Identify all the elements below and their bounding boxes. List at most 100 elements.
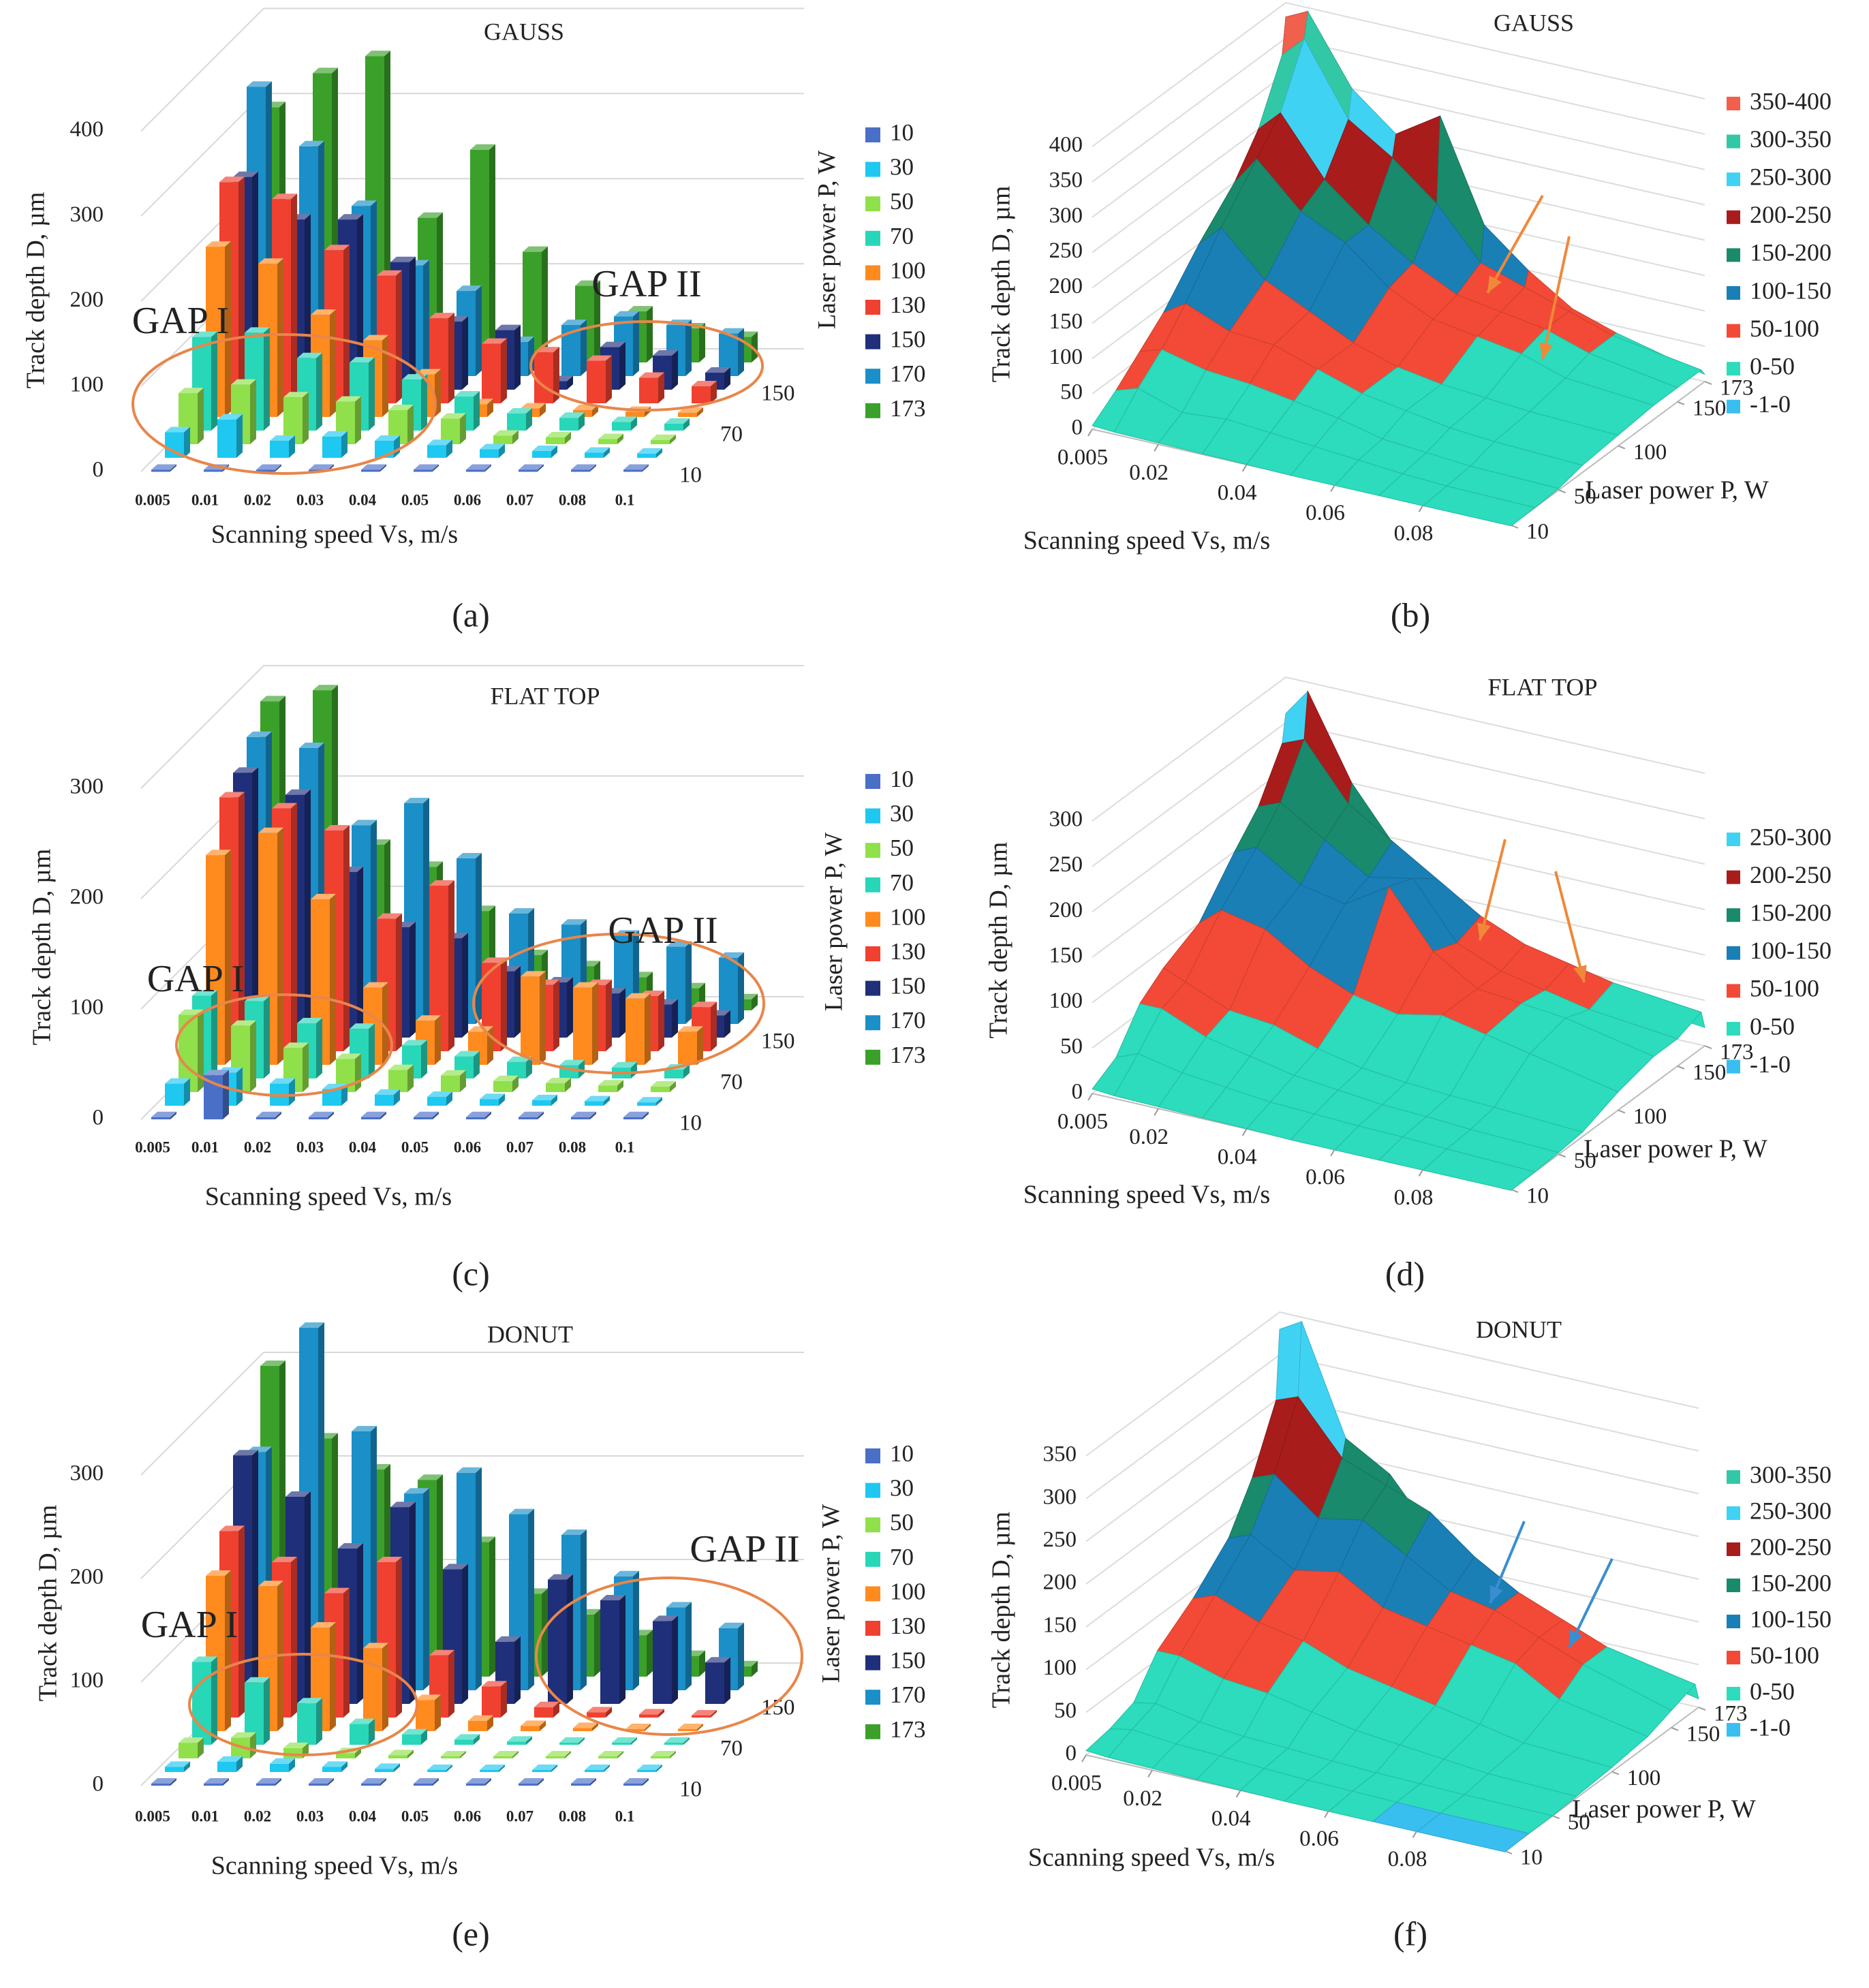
bar-side [592,1722,598,1731]
bar-top [151,1111,176,1117]
bar-side [421,374,427,431]
bar-front [585,1769,604,1772]
x-tick-label: 0.08 [559,491,586,508]
bar-front [585,452,604,458]
bar-side [633,311,639,376]
x-tick-label: 0.005 [135,1807,170,1824]
bar-side [474,1734,480,1745]
bar-side [685,320,692,376]
legend-swatch [865,300,880,315]
legend-swatch [1727,870,1740,884]
x-tick-label: 0.02 [1129,1125,1169,1149]
legend-swatch [865,980,880,996]
bar-side [514,324,521,390]
bar-top [206,850,231,856]
legend-swatch [865,1049,880,1065]
legend-label: 150-200 [1750,239,1832,266]
bar-top [454,391,480,397]
bar [625,993,651,1065]
bar-top [468,1715,493,1721]
legend-label: 150 [890,973,926,999]
bar-side [499,444,505,458]
bar [309,1111,334,1119]
bar [600,1595,625,1704]
y-tick-label: 300 [70,202,104,227]
bar-front [480,1099,499,1106]
legend-label: 150-200 [1750,899,1832,926]
bar-side [619,1595,625,1704]
bar-front [521,1726,540,1731]
bar-side [512,1075,519,1092]
legend-label: 250-300 [1750,1497,1832,1524]
bar [402,1728,427,1745]
bar-side [289,1078,295,1106]
arrow-head [1573,965,1587,982]
bar-front [705,1662,724,1704]
bar-front [414,1117,433,1119]
bar-side [567,375,573,390]
legend-swatch [1727,1470,1740,1484]
bar-side [476,853,482,1024]
x-tick-label: 0.03 [296,1138,324,1155]
bar [375,1089,400,1106]
bar-side [617,433,623,444]
y-tick-label: 200 [70,885,104,910]
bar-side [382,1643,388,1731]
bar-top [651,434,676,440]
bar-side [341,431,347,458]
bar-side [606,355,612,403]
bar-top [480,444,505,450]
bar-top [637,1765,662,1770]
y-tick-label: 173 [1720,376,1754,401]
x-tick [1147,1769,1153,1777]
bar-top [623,464,649,470]
legend-swatch [1727,134,1740,149]
bar-top [350,357,375,363]
legend-swatch [865,774,880,789]
bar-front [179,1743,198,1758]
bar-side [672,1615,678,1704]
bar-top [441,1751,466,1756]
bar-side [631,416,637,431]
grid-line [140,1352,804,1476]
legend-title: Laser power P, W [820,833,848,1011]
bar-top [309,464,334,470]
bar-side [553,979,559,1051]
depth-tick-label: 150 [761,1696,795,1720]
legend-swatch [1727,362,1740,376]
bar [653,1615,678,1704]
bar-front [361,1783,380,1786]
bar-side [567,977,573,1038]
legend-swatch [865,334,880,350]
bar-side [250,379,256,444]
depth-tick-label: 70 [720,1737,743,1761]
annotation: GAP II [591,263,701,305]
bar [623,1778,649,1786]
bar-side [647,1630,653,1677]
arrow-shaft [1568,1558,1613,1648]
legend-label: 70 [890,869,914,896]
legend-label: 50-100 [1750,315,1819,342]
legend-swatch [865,161,880,177]
bar-side [683,418,690,431]
bar-front [625,998,645,1065]
bar-side [538,1778,544,1786]
bar [705,1657,730,1704]
bar-top [270,1078,295,1084]
bar-top [165,1078,190,1084]
legend-label: 173 [890,1042,926,1068]
legend-label: 250-300 [1750,823,1832,850]
bar-side [487,1715,493,1731]
bar-front [151,1783,170,1786]
bar-top [482,338,507,344]
bar-front [482,1686,501,1718]
bar-front [375,1094,394,1106]
bar-side [316,352,322,431]
bar-side [357,214,363,390]
bar-front [664,1742,683,1745]
legend-swatch [865,127,880,142]
chart-title: FLAT TOP [490,682,600,709]
bar [493,1075,519,1092]
bar-front [600,1600,619,1704]
